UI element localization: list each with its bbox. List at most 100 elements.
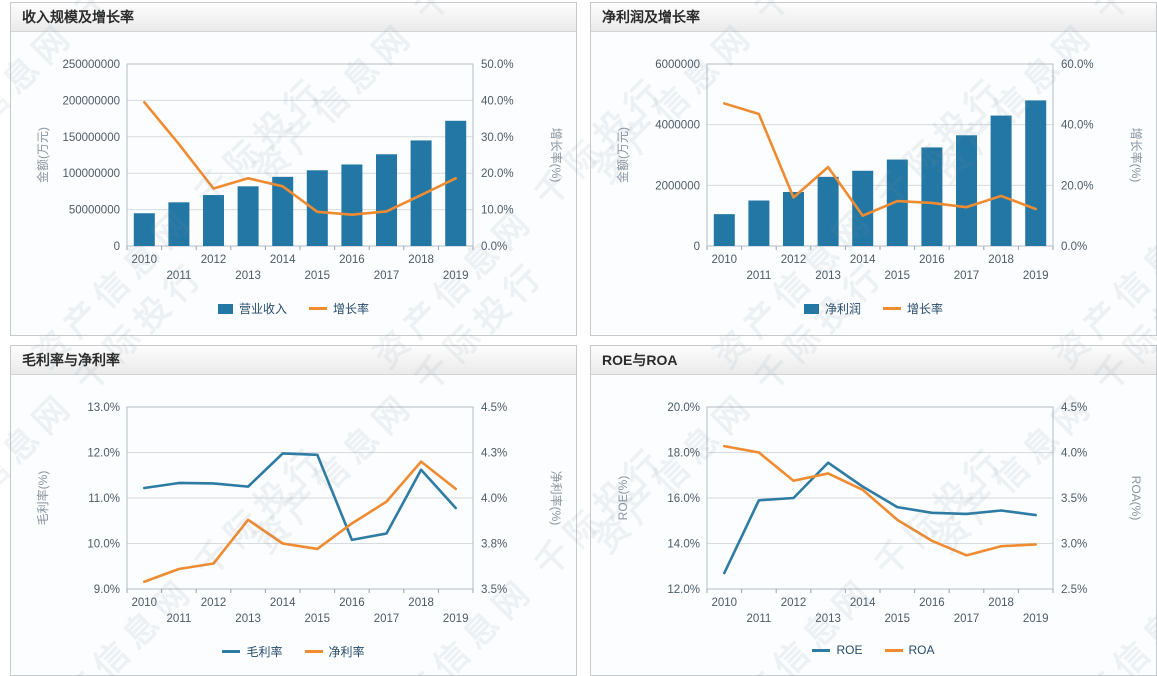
legend-item-增长率[interactable]: 增长率 <box>883 300 943 317</box>
x-axis-label: 2016 <box>919 597 945 609</box>
left-axis-tick-label: 6000000 <box>655 59 700 71</box>
x-axis-label: 2011 <box>167 613 192 625</box>
legend-line-swatch <box>884 648 903 652</box>
bar-营业收入 <box>306 170 328 246</box>
x-axis-label: 2014 <box>850 254 876 266</box>
left-axis-title: ROE(%) <box>616 476 630 521</box>
left-axis-tick-label: 4000000 <box>655 120 700 132</box>
legend-label: ROA <box>908 643 935 657</box>
panel-header: ROE与ROA <box>591 346 1156 375</box>
chart-canvas: 9.0% 10.0% 11.0% 12.0% 13.0% 3.5% 3.8% 4.0% 4.3%… <box>35 402 564 625</box>
left-axis-tick-label: 12.0% <box>667 584 700 596</box>
chart-canvas: 0 50000000 100000000 150000000 200000000 2500… <box>35 59 564 282</box>
legend-item-营业收入[interactable]: 营业收入 <box>217 300 287 317</box>
x-axis-label: 2016 <box>339 254 365 266</box>
right-axis-tick-label: 3.5% <box>1061 493 1087 505</box>
right-axis-title: ROA(%) <box>1129 476 1143 521</box>
chart-area: 9.0% 10.0% 11.0% 12.0% 13.0% 3.5% 3.8% 4.0% 4.3%… <box>11 375 576 675</box>
left-axis-title: 金额(万元) <box>35 127 50 183</box>
right-axis-tick-label: 10.0% <box>481 205 514 217</box>
x-axis-label: 2012 <box>781 597 807 609</box>
x-axis-label: 2015 <box>885 270 911 282</box>
bar-营业收入 <box>133 213 155 246</box>
x-axis-label: 2019 <box>443 613 469 625</box>
legend-item-ROA[interactable]: ROA <box>884 643 935 657</box>
legend-label: 毛利率 <box>246 645 283 659</box>
right-axis-tick-label: 4.0% <box>481 493 507 505</box>
chart-legend: 营业收入 增长率 <box>217 300 369 317</box>
legend-item-ROE[interactable]: ROE <box>812 643 863 657</box>
bar-净利润 <box>886 159 908 246</box>
left-axis-title: 毛利率(%) <box>35 471 50 526</box>
panel-roe-roa: ROE与ROA 12.0% 14.0% 16.0% 18.0% 20.0% 2.5% 3.0… <box>590 345 1157 676</box>
panel-netprofit-growth: 净利润及增长率 0 2000000 4000000 6000000 0.0% 20.0% 4… <box>590 2 1157 336</box>
line-毛利率 <box>143 452 458 542</box>
panel-title: 毛利率与净利率 <box>22 352 120 368</box>
legend-line-swatch <box>222 650 241 653</box>
bar-净利润 <box>783 192 804 246</box>
chart-area: 0 50000000 100000000 150000000 200000000 2500… <box>11 32 576 335</box>
bar-营业收入 <box>272 176 294 246</box>
x-axis-label: 2011 <box>747 270 772 282</box>
x-axis-label: 2010 <box>712 254 738 266</box>
bar-净利润 <box>1025 100 1047 247</box>
right-axis-tick-label: 4.5% <box>1061 402 1087 414</box>
right-axis-tick-label: 4.5% <box>481 402 507 414</box>
chart-area: 12.0% 14.0% 16.0% 18.0% 20.0% 2.5% 3.0% 3.5% 4.0… <box>591 375 1156 675</box>
bar-营业收入 <box>237 186 259 246</box>
left-axis-tick-label: 16.0% <box>667 493 700 505</box>
bar-营业收入 <box>168 202 190 246</box>
bar-营业收入 <box>203 195 224 246</box>
legend-label: 净利润 <box>824 302 861 316</box>
x-axis-label: 2010 <box>132 597 158 609</box>
legend-bar-swatch <box>217 303 233 314</box>
x-axis-label: 2018 <box>408 597 434 609</box>
x-axis-label: 2012 <box>201 597 227 609</box>
right-axis-tick-label: 2.5% <box>1061 584 1087 596</box>
x-axis-label: 2017 <box>374 613 400 625</box>
legend-line-swatch <box>812 648 831 652</box>
legend-label: 净利率 <box>328 645 365 659</box>
x-axis-label: 2012 <box>201 254 227 266</box>
panel-title: ROE与ROA <box>602 352 678 368</box>
x-axis-label: 2010 <box>712 597 738 609</box>
legend-line-swatch <box>304 650 323 653</box>
right-axis-tick-label: 4.0% <box>1061 448 1087 460</box>
left-axis-tick-label: 12.0% <box>87 448 120 460</box>
right-axis-tick-label: 4.3% <box>481 448 507 460</box>
right-axis-tick-label: 20.0% <box>1061 180 1094 192</box>
right-axis-title: 净利率(%) <box>549 471 564 526</box>
left-axis-tick-label: 18.0% <box>667 448 700 460</box>
left-axis-tick-label: 50000000 <box>69 205 120 217</box>
legend-line-swatch <box>883 307 901 310</box>
legend-item-净利率[interactable]: 净利率 <box>304 643 365 660</box>
left-axis-tick-label: 0 <box>694 241 700 253</box>
x-axis-label: 2018 <box>408 254 434 266</box>
chart-legend: ROE ROA <box>812 643 935 657</box>
line-净利率 <box>143 460 458 584</box>
line-增长率 <box>143 100 458 216</box>
bar-营业收入 <box>376 154 397 246</box>
right-axis-tick-label: 3.0% <box>1061 539 1087 551</box>
x-axis-label: 2017 <box>954 270 980 282</box>
right-axis-tick-label: 3.5% <box>481 584 507 596</box>
legend-label: 营业收入 <box>238 302 287 316</box>
right-axis-tick-label: 30.0% <box>481 132 514 144</box>
legend-line-swatch <box>309 307 327 310</box>
x-axis-label: 2011 <box>167 270 192 282</box>
x-axis-label: 2017 <box>954 613 980 625</box>
x-axis-label: 2010 <box>132 254 158 266</box>
right-axis-tick-label: 0.0% <box>481 241 507 253</box>
x-axis-label: 2011 <box>747 613 772 625</box>
legend-item-增长率[interactable]: 增长率 <box>309 300 369 317</box>
legend-item-净利润[interactable]: 净利润 <box>803 300 861 317</box>
x-axis-label: 2012 <box>781 254 807 266</box>
right-axis-tick-label: 50.0% <box>481 59 514 71</box>
left-axis-tick-label: 11.0% <box>88 493 120 505</box>
panel-title: 净利润及增长率 <box>602 9 700 25</box>
panel-revenue-growth: 收入规模及增长率 0 50000000 100000000 150000000 2000… <box>10 2 577 336</box>
legend-item-毛利率[interactable]: 毛利率 <box>222 643 283 660</box>
left-axis-tick-label: 10.0% <box>87 539 120 551</box>
line-ROA <box>723 444 1038 557</box>
